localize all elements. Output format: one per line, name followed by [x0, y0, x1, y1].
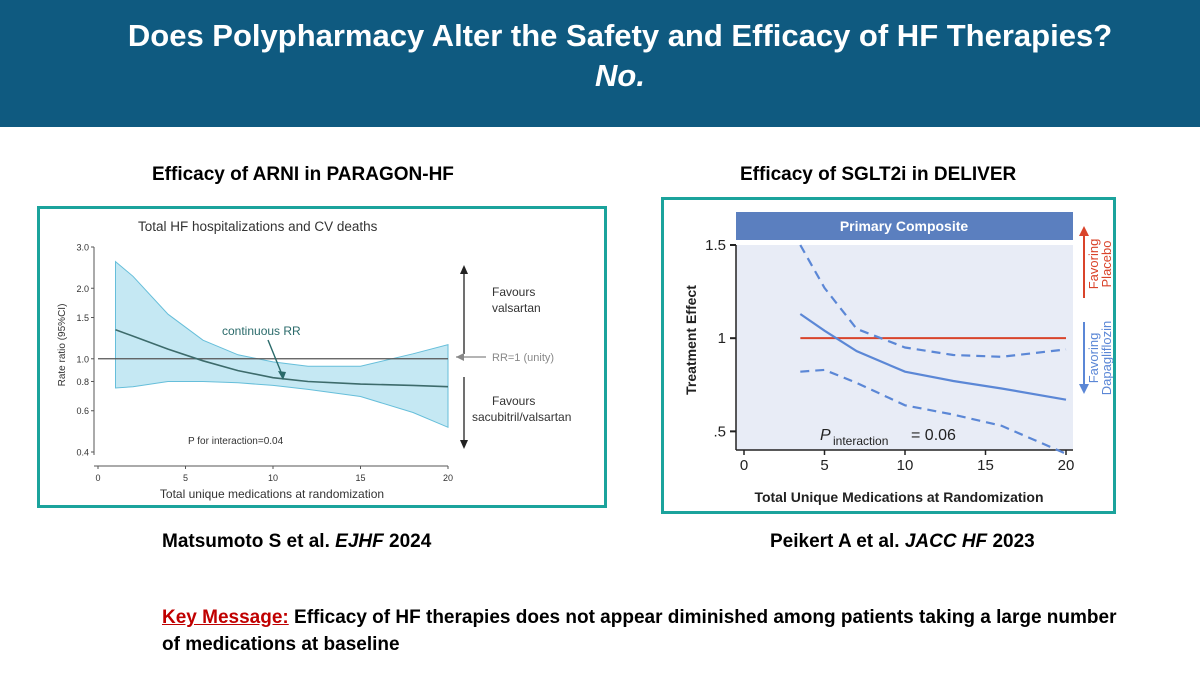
chart1-pointer-arrowhead [278, 371, 286, 380]
right-citation-journal: JACC HF [904, 531, 988, 552]
chart2-y-tick-label: 1.5 [705, 237, 726, 254]
chart2-title: Primary Composite [840, 218, 969, 234]
right-panel-heading: Efficacy of SGLT2i in DELIVER [740, 164, 1017, 185]
chart2-favoring-bottom-1: Favoring [1086, 333, 1101, 384]
chart1-ci-band [115, 260, 449, 429]
slide-answer: No. [595, 58, 645, 93]
chart2-favoring-top-2: Placebo [1099, 241, 1113, 288]
chart2-x-axis-label: Total Unique Medications at Randomizatio… [754, 489, 1043, 505]
chart1-arrowhead-down [460, 440, 468, 449]
chart2-x-tick-label: 5 [820, 457, 828, 474]
left-citation-journal: EJHF [335, 531, 384, 552]
slide-title: Does Polypharmacy Alter the Safety and E… [127, 18, 1113, 53]
chart1-y-tick-label: 2.0 [76, 284, 89, 294]
chart1-y-tick-label: 1.5 [76, 313, 89, 323]
left-citation-year: 2024 [389, 531, 432, 552]
right-citation-year: 2023 [992, 531, 1035, 552]
key-message: Key Message: Efficacy of HF therapies do… [162, 604, 1122, 658]
chart1-arrowhead-up [460, 265, 468, 274]
chart2-y-tick-label: .5 [713, 423, 726, 440]
chart2-p-subscript: interaction [833, 434, 888, 448]
right-citation-authors: Peikert A et al. [770, 531, 900, 552]
chart2-arrowhead-up [1079, 226, 1089, 236]
chart1-unity-arrowhead [456, 353, 464, 361]
chart2-series-line [799, 313, 1067, 401]
chart1-y-tick-label: 0.6 [76, 406, 89, 416]
chart1-y-tick-label: 0.4 [76, 448, 89, 458]
chart2-favoring-bottom-2: Dapagliflozin [1099, 321, 1113, 395]
left-citation: Matsumoto S et al. EJHF 2024 [162, 531, 431, 553]
chart2-lower-ci [800, 368, 1067, 455]
chart2-x-tick-label: 15 [977, 457, 994, 474]
chart1-p-interaction: P for interaction=0.04 [188, 436, 284, 447]
chart1-y-tick-label: 0.8 [76, 377, 89, 387]
chart2-x-tick-label: 10 [897, 457, 914, 474]
title-banner: Does Polypharmacy Alter the Safety and E… [0, 0, 1200, 127]
chart2-upper-ci [799, 244, 1067, 358]
left-citation-authors: Matsumoto S et al. [162, 531, 330, 552]
key-message-text: Efficacy of HF therapies does not appear… [162, 607, 1117, 655]
left-chart-frame: Total HF hospitalizations and CV deaths … [37, 206, 607, 508]
chart1-favours-top-1: Favours [492, 285, 535, 299]
chart1-y-axis-label: Rate ratio (95%CI) [57, 304, 68, 387]
deliver-chart: Primary Composite 1.51.50 5 10 15 20 Treatme… [683, 212, 1114, 505]
chart1-x-tick-label: 0 [95, 473, 100, 483]
chart1-unity-label: RR=1 (unity) [492, 352, 554, 364]
chart2-favoring-top-1: Favoring [1086, 239, 1101, 290]
paragon-chart: Total HF hospitalizations and CV deaths … [57, 219, 571, 501]
chart1-x-tick-label: 10 [268, 473, 278, 483]
right-citation: Peikert A et al. JACC HF 2023 [770, 531, 1035, 553]
chart1-x-axis-label: Total unique medications at randomizatio… [160, 487, 384, 501]
key-message-label: Key Message: [162, 607, 289, 628]
chart1-x-tick-label: 15 [355, 473, 365, 483]
chart2-y-axis-label: Treatment Effect [683, 285, 699, 395]
chart2-p-label: P [820, 427, 831, 444]
left-panel-heading: Efficacy of ARNI in PARAGON-HF [152, 164, 454, 185]
chart2-x-tick-label: 20 [1058, 457, 1075, 474]
chart1-curve-label: continuous RR [222, 324, 301, 338]
chart2-y-tick-label: 1 [718, 330, 726, 347]
chart1-favours-top-2: valsartan [492, 301, 541, 315]
chart2-p-value: = 0.06 [911, 427, 956, 444]
chart2-title-bar [736, 212, 1073, 240]
chart1-favours-bottom-1: Favours [492, 394, 535, 408]
chart1-y-tick-label: 1.0 [76, 354, 89, 364]
chart1-series-line [115, 329, 449, 388]
chart1-x-tick-label: 5 [183, 473, 188, 483]
chart2-arrowhead-down [1079, 384, 1089, 394]
chart1-title: Total HF hospitalizations and CV deaths [138, 219, 378, 234]
chart1-favours-bottom-2: sacubitril/valsartan [472, 410, 571, 424]
chart1-y-tick-label: 3.0 [76, 243, 89, 253]
chart1-x-tick-label: 20 [443, 473, 453, 483]
right-chart-frame: Primary Composite 1.5 1.5 0 5 10 15 20 Treatme… [661, 197, 1116, 514]
chart2-x-tick-label: 0 [740, 457, 748, 474]
chart1-curve-label-pointer [267, 339, 284, 378]
